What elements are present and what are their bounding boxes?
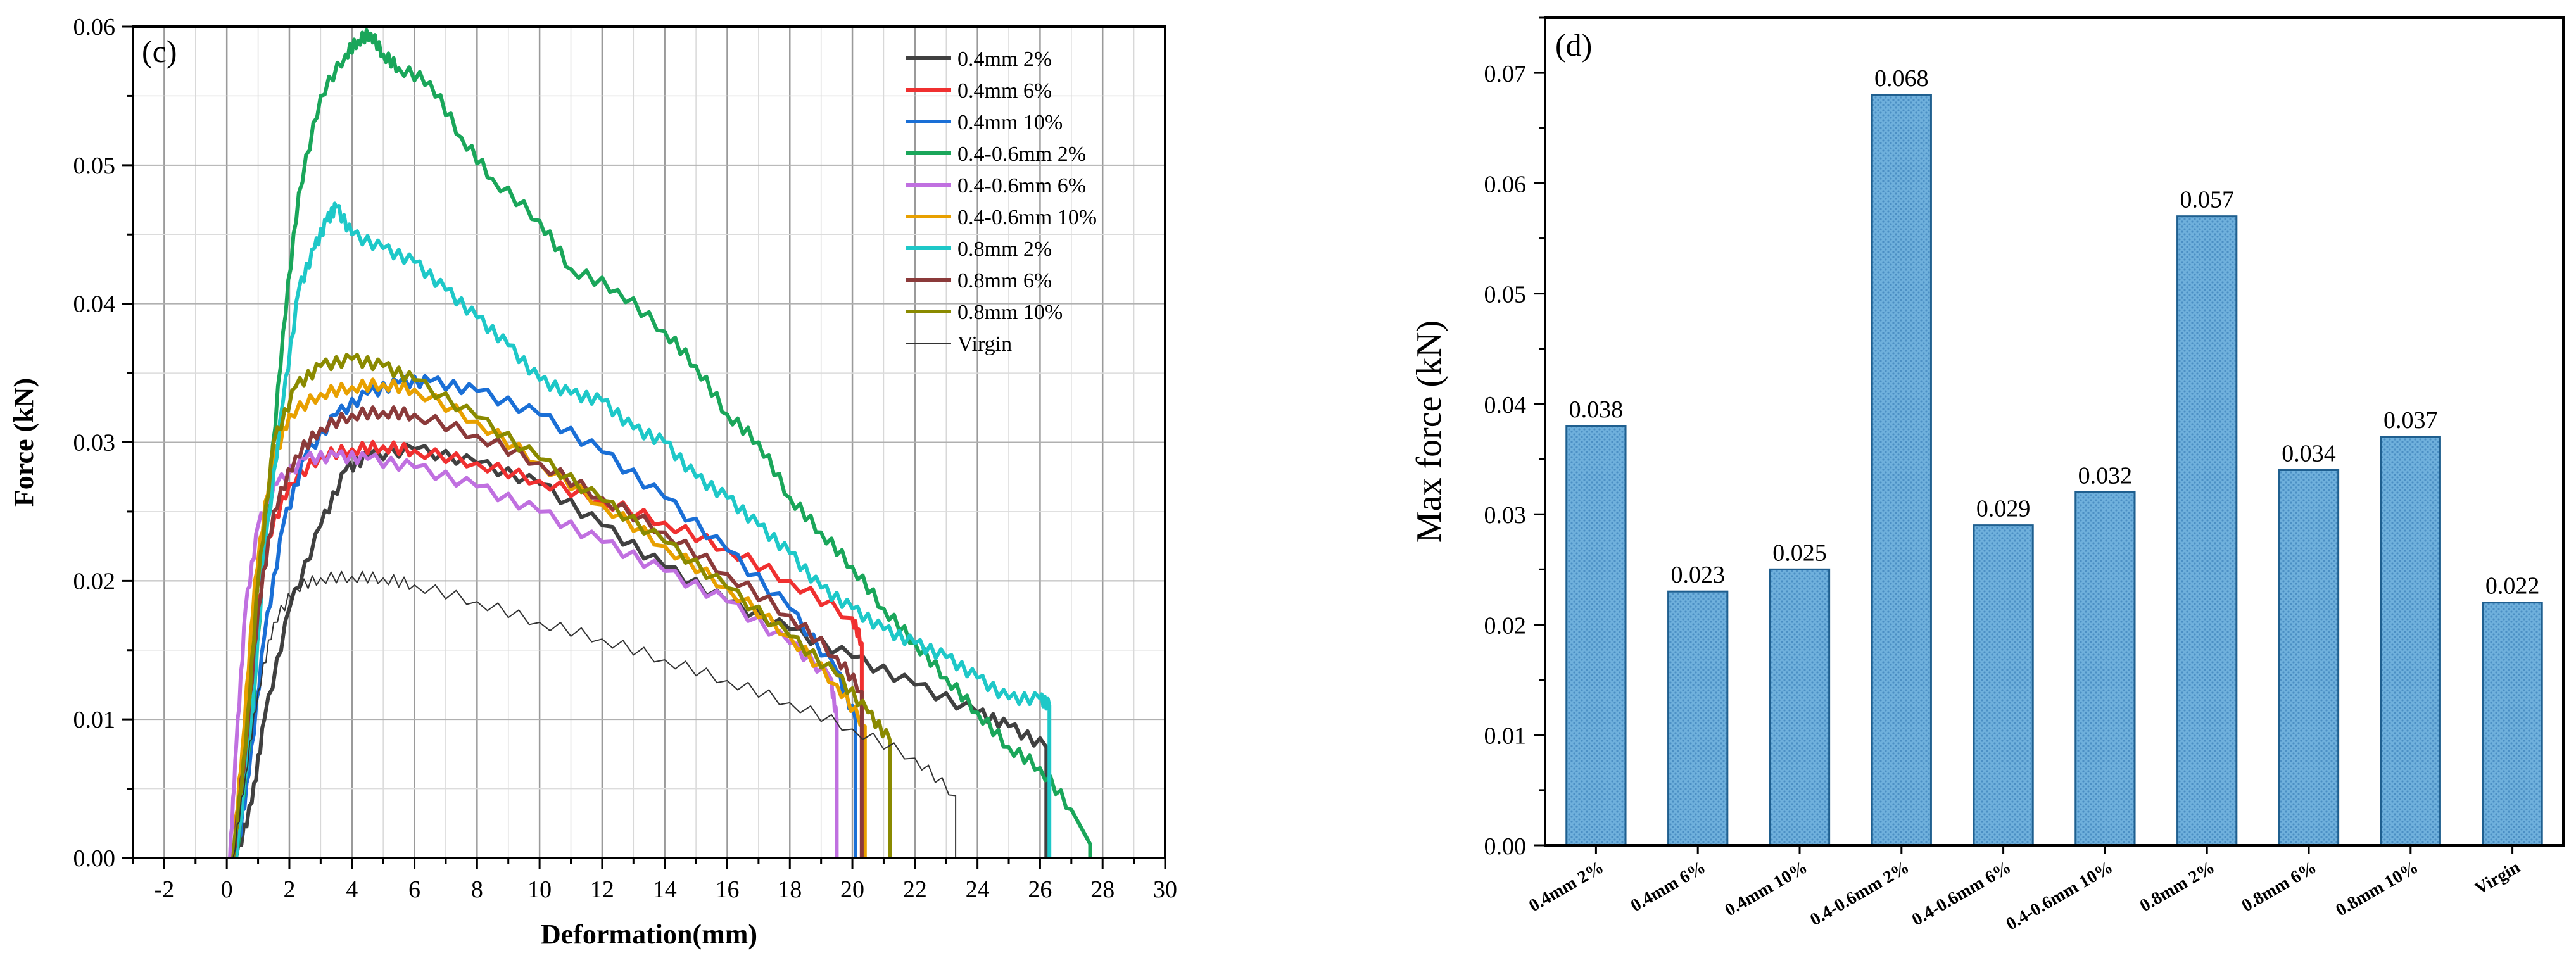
x-tick-label: Virgin (2472, 857, 2523, 898)
panel-label: (d) (1555, 27, 1592, 63)
y-tick-label: 0.00 (1484, 833, 1527, 860)
bar-group: 0.038 0.023 0.025 0.068 0.029 0.032 0.057 0.034… (1565, 65, 2543, 847)
legend-label: 0.4mm 6% (957, 79, 1052, 103)
data-label: 0.025 (1772, 539, 1827, 566)
tick-group: -2 0 2 4 6 8 10 12 14 16 18 20 22 24 26 28 300.000.010.0… (73, 14, 1178, 903)
y-tick-label: 0.03 (1484, 502, 1527, 529)
x-tick-label: 16 (715, 876, 739, 903)
bar (2380, 436, 2441, 847)
y-tick-label: 0.02 (73, 568, 116, 595)
data-label: 0.023 (1670, 562, 1725, 588)
x-tick-label: 14 (653, 876, 677, 903)
y-tick-label: 0.04 (1484, 392, 1527, 419)
x-tick-label: 12 (590, 876, 614, 903)
bar (1667, 590, 1729, 847)
legend-label: 0.8mm 2% (957, 237, 1052, 261)
data-label: 0.032 (2078, 462, 2133, 489)
series-line (231, 405, 864, 859)
y-tick-label: 0.06 (73, 14, 116, 41)
axes (1544, 16, 2565, 847)
x-tick-label: 0.4mm 6% (1627, 857, 1709, 916)
data-label: 0.029 (1976, 496, 2031, 522)
y-tick-label: 0.02 (1484, 612, 1527, 639)
x-tick-label: 0.8mm 6% (2238, 857, 2320, 916)
bar (2482, 602, 2543, 847)
legend-label: 0.4-0.6mm 10% (957, 206, 1097, 229)
plot-frame (1544, 16, 2565, 847)
series-line (234, 374, 857, 859)
legend-label: 0.4mm 10% (957, 111, 1063, 134)
x-tick-label: 0.4-0.6mm 6% (1909, 857, 2014, 930)
legend-label: 0.8mm 6% (957, 269, 1052, 293)
y-tick-label: 0.03 (73, 430, 116, 457)
legend-label: 0.4-0.6mm 2% (957, 142, 1086, 166)
x-tick-label: 20 (840, 876, 864, 903)
x-tick-label: 30 (1153, 876, 1177, 903)
series-line (234, 201, 1052, 859)
x-tick-label: 26 (1028, 876, 1052, 903)
y-tick-label: 0.00 (73, 845, 116, 872)
x-tick-label: 10 (527, 876, 552, 903)
data-label: 0.022 (2485, 573, 2540, 600)
x-tick-label: 0 (221, 876, 233, 903)
y-tick-label: 0.07 (1484, 61, 1527, 87)
y-axis-title: Force (kN) (8, 378, 39, 507)
legend-label: 0.4-0.6mm 6% (957, 174, 1086, 198)
bar (1769, 568, 1831, 847)
x-tick-label: 6 (408, 876, 420, 903)
y-tick-label: 0.05 (73, 153, 116, 179)
bar (2278, 469, 2340, 847)
bar (1871, 94, 1932, 847)
bar (2074, 491, 2136, 847)
series-line (232, 570, 957, 859)
bar (2176, 215, 2238, 847)
y-axis-title: Max force (kN) (1410, 320, 1449, 543)
y-tick-label: 0.05 (1484, 282, 1527, 308)
x-tick-label: 4 (346, 876, 358, 903)
data-label: 0.034 (2282, 440, 2336, 467)
legend-label: 0.8mm 10% (957, 301, 1063, 324)
series-line (231, 353, 892, 859)
y-tick-label: 0.01 (73, 707, 116, 733)
y-tick-label: 0.04 (73, 291, 116, 318)
x-tick-label: 0.8mm 10% (2333, 857, 2422, 920)
data-label: 0.057 (2180, 187, 2234, 213)
line-series-group (228, 28, 1092, 859)
y-tick-label: 0.01 (1484, 723, 1527, 750)
x-tick-label: 0.4mm 2% (1525, 857, 1607, 916)
x-tick-label: 0.4-0.6mm 2% (1807, 857, 1912, 930)
data-label: 0.038 (1569, 396, 1624, 423)
panel-label: (c) (142, 34, 177, 69)
x-tick-label: 18 (778, 876, 802, 903)
x-tick-label: 0.4-0.6mm 10% (2003, 857, 2116, 934)
x-tick-label: 22 (903, 876, 927, 903)
x-tick-label: 0.4mm 10% (1722, 857, 1811, 920)
legend-label: Virgin (957, 332, 1012, 356)
legend: 0.4mm 2% 0.4mm 6% 0.4mm 10% 0.4-0.6mm 2% 0.4… (906, 47, 1097, 356)
data-label: 0.068 (1874, 65, 1929, 92)
x-tick-label: 0.8mm 2% (2137, 857, 2218, 916)
bar (1973, 524, 2034, 847)
line-chart-panel: -2 0 2 4 6 8 10 12 14 16 18 20 22 24 26 28 300.000.010.0… (8, 14, 1177, 950)
bar (1565, 425, 1627, 847)
data-label: 0.037 (2383, 407, 2438, 434)
x-tick-label: 24 (966, 876, 990, 903)
y-tick-label: 0.06 (1484, 171, 1527, 198)
x-tick-label: 28 (1090, 876, 1114, 903)
bar-chart-panel: 0.038 0.023 0.025 0.068 0.029 0.032 0.057 0.034… (1410, 16, 2565, 935)
x-axis-title: Deformation(mm) (541, 919, 757, 950)
x-tick-label: 8 (471, 876, 483, 903)
x-tick-label: 2 (283, 876, 295, 903)
legend-label: 0.4mm 2% (957, 47, 1052, 71)
x-tick-label: -2 (155, 876, 175, 903)
